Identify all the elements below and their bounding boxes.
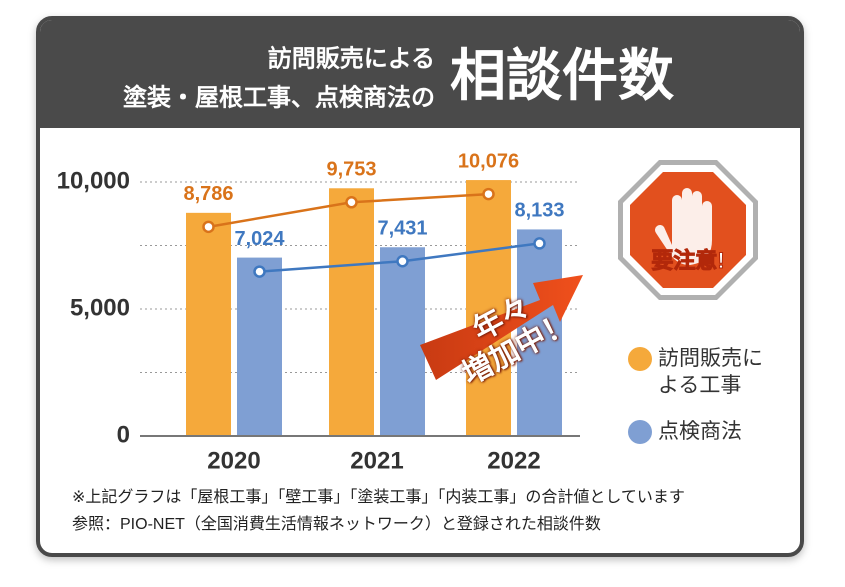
header-band	[40, 20, 800, 128]
bar	[517, 229, 562, 436]
trend-point	[533, 237, 546, 250]
trend-point	[396, 255, 409, 268]
sign-text: 要注意!	[651, 248, 724, 273]
x-tick-label: 2022	[487, 447, 540, 474]
trend-point	[482, 187, 495, 201]
trend-arrow	[420, 275, 583, 380]
stop-sign: 要注意!	[618, 160, 758, 300]
bar	[186, 212, 231, 436]
y-tick-label: 0	[117, 421, 130, 448]
value-label: 7,024	[234, 228, 285, 250]
value-label: 8,133	[514, 200, 564, 222]
bar	[329, 188, 374, 436]
bar	[380, 247, 425, 436]
legend-item: 点検商法	[628, 418, 770, 445]
value-label: 10,076	[458, 150, 519, 172]
legend-swatch	[628, 347, 652, 371]
header-line: 塗装・屋根工事、点検商法の	[123, 83, 435, 111]
value-label: 9,753	[326, 159, 376, 181]
legend-label: 点検商法	[658, 420, 742, 443]
trend-point	[202, 220, 215, 234]
trend-point	[253, 265, 266, 278]
header-line: 訪問販売による	[268, 44, 435, 72]
y-tick-label: 10,000	[57, 167, 130, 194]
trend-point	[345, 196, 358, 209]
note: ※上記グラフは「屋根工事」「壁工事」「塗装工事」「内装工事」の合計値としています	[72, 489, 685, 506]
notes: ※上記グラフは「屋根工事」「壁工事」「塗装工事」「内装工事」の合計値としています…	[72, 484, 685, 538]
value-label: 8,786	[183, 183, 233, 205]
legend-label: 訪問販売による工事	[658, 347, 763, 397]
note: 参照：PIO-NET（全国消費生活情報ネットワーク）と登録された相談件数	[72, 516, 601, 533]
header-big: 相談件数	[450, 44, 674, 107]
bars	[186, 180, 562, 436]
x-tick-label: 2020	[207, 447, 260, 474]
y-tick-label: 5,000	[70, 294, 130, 321]
bar	[466, 180, 511, 436]
value-label: 7,431	[377, 218, 427, 240]
bar	[237, 257, 282, 436]
legend-item: 訪問販売による工事	[628, 345, 770, 399]
legend-swatch	[628, 420, 652, 444]
x-tick-label: 2021	[350, 447, 403, 474]
